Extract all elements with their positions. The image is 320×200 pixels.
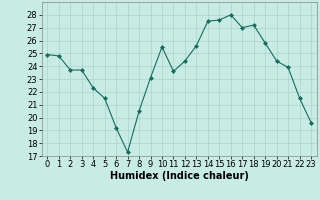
X-axis label: Humidex (Indice chaleur): Humidex (Indice chaleur) [110,171,249,181]
